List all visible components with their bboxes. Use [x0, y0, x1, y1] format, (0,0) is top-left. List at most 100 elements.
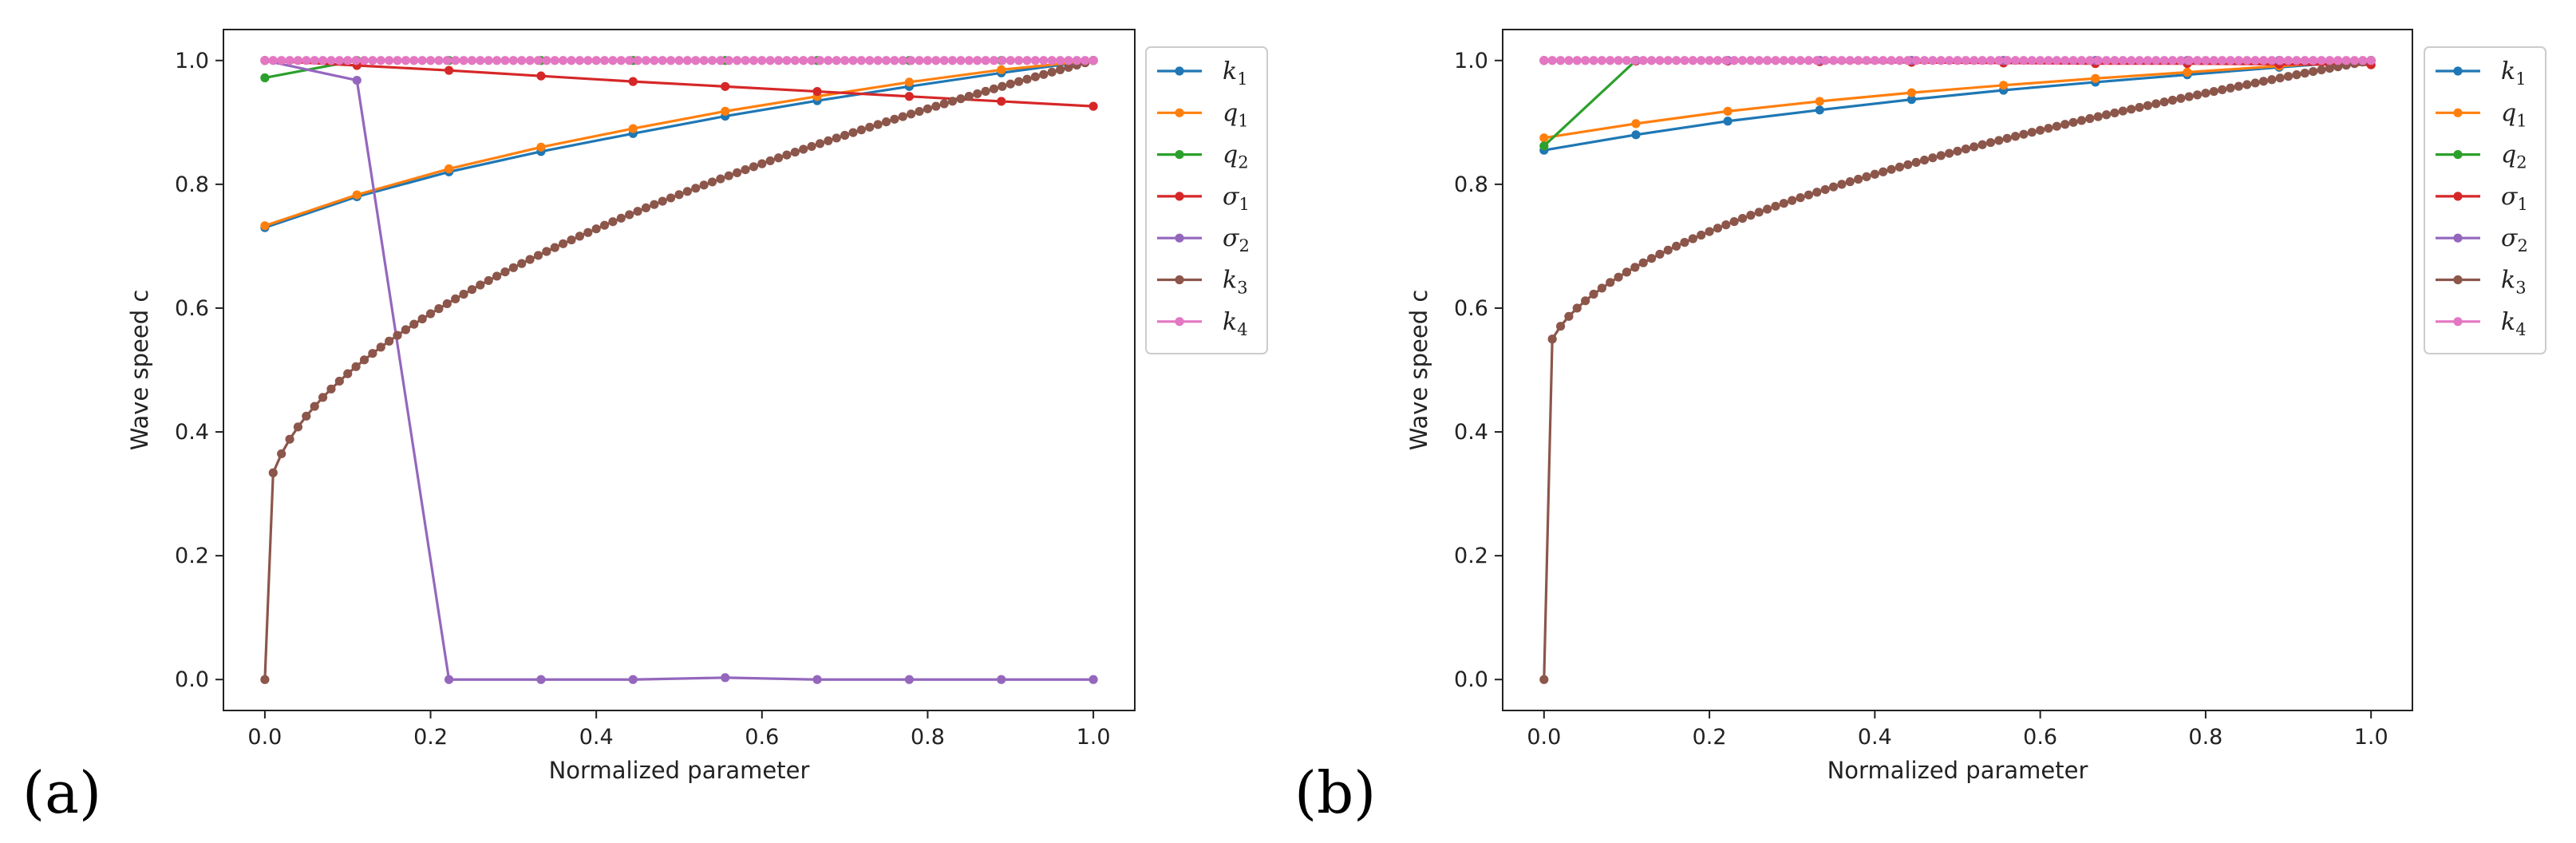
y-tick-label: 0.0 — [1454, 667, 1488, 692]
data-point-sigma1 — [444, 65, 454, 75]
data-point-k4 — [434, 56, 444, 65]
data-point-k4 — [699, 56, 709, 65]
data-point-k4 — [1788, 56, 1797, 65]
data-point-k3 — [691, 184, 701, 193]
data-point-k4 — [542, 56, 551, 65]
x-axis-title: Normalized parameter — [549, 757, 810, 784]
data-point-k4 — [1030, 56, 1041, 65]
series-sigma2 — [260, 56, 1098, 684]
data-point-k3 — [1796, 193, 1805, 203]
data-point-k4 — [1630, 56, 1640, 65]
data-point-k4 — [1862, 56, 1871, 65]
legend-swatch-marker — [2453, 233, 2463, 243]
data-point-k3 — [1555, 322, 1566, 331]
data-point-k4 — [2093, 56, 2103, 65]
data-point-k4 — [351, 56, 361, 65]
data-point-k3 — [359, 355, 369, 365]
data-point-k3 — [393, 330, 402, 340]
y-tick-label: 0.8 — [1454, 172, 1488, 197]
data-point-k3 — [873, 120, 883, 129]
data-point-k4 — [484, 56, 493, 65]
data-point-k4 — [881, 56, 891, 65]
series-k3 — [1539, 56, 2376, 684]
data-point-q1 — [536, 142, 546, 152]
data-point-k4 — [2184, 56, 2194, 65]
data-point-k4 — [1779, 56, 1788, 65]
data-point-k4 — [1854, 56, 1863, 65]
data-point-k3 — [2258, 77, 2269, 86]
data-point-k3 — [1837, 180, 1847, 189]
data-point-k4 — [476, 56, 485, 65]
data-point-k3 — [2110, 108, 2120, 118]
data-point-k3 — [542, 247, 551, 256]
data-point-k3 — [334, 376, 344, 386]
data-point-k4 — [343, 56, 353, 65]
data-point-k3 — [1879, 167, 1888, 176]
data-point-k3 — [277, 449, 286, 459]
data-point-k3 — [1870, 169, 1879, 179]
series-line-q1 — [264, 59, 1094, 228]
data-point-k3 — [1894, 162, 1905, 172]
data-point-k4 — [2036, 56, 2045, 65]
data-point-k3 — [1721, 220, 1731, 230]
data-point-k4 — [310, 56, 319, 65]
legend-item-sigma2: σ2 — [1157, 224, 1250, 255]
data-point-k4 — [385, 56, 394, 65]
data-point-k4 — [1985, 56, 1996, 65]
data-point-k4 — [674, 56, 684, 65]
x-tick-label: 0.2 — [413, 725, 448, 750]
data-point-k4 — [840, 56, 850, 65]
data-point-k4 — [1014, 56, 1024, 65]
data-point-k3 — [1688, 234, 1697, 243]
data-point-k3 — [2267, 75, 2277, 85]
data-point-k3 — [1646, 254, 1657, 263]
data-point-k3 — [973, 89, 982, 99]
data-point-k4 — [591, 56, 601, 65]
data-point-k3 — [1047, 67, 1057, 77]
data-point-k4 — [773, 56, 784, 65]
legend-label-q1: q1 — [1223, 99, 1249, 130]
y-tick-label: 0.4 — [1454, 420, 1488, 445]
data-point-k4 — [898, 56, 907, 65]
data-point-k4 — [2151, 56, 2161, 65]
data-point-q1 — [1815, 97, 1824, 106]
data-point-k3 — [1589, 289, 1598, 299]
data-point-k4 — [1721, 56, 1731, 65]
data-point-k3 — [425, 309, 436, 319]
data-point-k3 — [1006, 79, 1015, 89]
data-point-k3 — [1547, 334, 1557, 344]
legend-swatch-marker — [1175, 317, 1184, 327]
data-point-k4 — [1697, 56, 1706, 65]
legend-label-k1: k1 — [1223, 57, 1248, 89]
data-point-k3 — [1985, 137, 1996, 148]
data-point-sigma1 — [1088, 101, 1098, 111]
data-point-k3 — [442, 299, 452, 309]
data-point-k4 — [2275, 56, 2285, 65]
data-point-k3 — [2309, 66, 2318, 77]
data-point-k3 — [484, 275, 493, 286]
data-point-k3 — [707, 177, 717, 187]
data-point-k4 — [2110, 56, 2120, 65]
data-point-k4 — [2060, 56, 2070, 65]
data-point-k4 — [956, 56, 966, 65]
data-point-k3 — [2201, 89, 2211, 98]
data-point-q1 — [1906, 88, 1916, 97]
data-point-k4 — [2201, 56, 2211, 65]
data-point-sigma1 — [997, 97, 1006, 106]
data-point-q1 — [444, 164, 454, 174]
data-point-k3 — [1022, 74, 1032, 84]
y-tick-label: 0.8 — [175, 172, 209, 197]
data-point-k4 — [2143, 56, 2152, 65]
data-point-k4 — [2341, 56, 2351, 65]
data-point-k3 — [666, 193, 676, 203]
data-point-k4 — [2068, 56, 2078, 65]
data-point-k4 — [1919, 56, 1930, 65]
y-tick-label: 1.0 — [1454, 49, 1488, 73]
data-point-k4 — [2258, 56, 2269, 65]
data-point-k4 — [2333, 56, 2343, 65]
data-point-k4 — [1729, 56, 1739, 65]
data-point-k4 — [2027, 56, 2037, 65]
data-point-k4 — [1828, 56, 1839, 65]
data-point-k3 — [2226, 83, 2235, 93]
data-point-k3 — [1655, 249, 1665, 259]
